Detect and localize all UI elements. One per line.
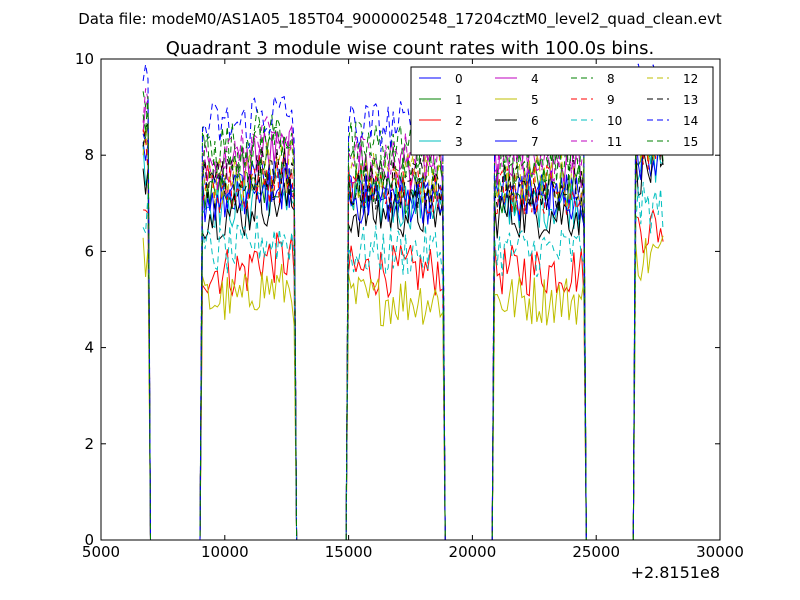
legend-label-11: 11 [607, 135, 622, 149]
figure-suptitle: Data file: modeM0/AS1A05_185T04_90000025… [78, 10, 722, 29]
legend-label-10: 10 [607, 114, 622, 128]
legend-label-14: 14 [683, 114, 698, 128]
series-line-9 [142, 119, 664, 541]
series-line-10 [142, 181, 664, 541]
x-tick-label: 30000 [696, 543, 744, 561]
x-axis-offset-label: +2.8151e8 [631, 563, 720, 582]
legend-label-1: 1 [455, 93, 463, 107]
legend-label-12: 12 [683, 72, 698, 86]
series-line-11 [142, 88, 664, 541]
x-tick-label: 25000 [572, 543, 620, 561]
legend-label-3: 3 [455, 135, 463, 149]
series-lines [142, 63, 664, 541]
legend-label-7: 7 [531, 135, 539, 149]
y-tick-label: 6 [84, 242, 94, 260]
series-line-5 [142, 235, 664, 541]
legend-label-4: 4 [531, 72, 539, 86]
x-tick-label: 15000 [325, 543, 373, 561]
x-tick-label: 10000 [201, 543, 249, 561]
y-tick-label: 10 [75, 50, 94, 68]
series-line-15 [142, 90, 664, 541]
legend-label-9: 9 [607, 93, 615, 107]
x-tick-label: 20000 [449, 543, 497, 561]
chart-title: Quadrant 3 module wise count rates with … [166, 38, 655, 59]
y-tick-label: 0 [84, 531, 94, 549]
legend-label-8: 8 [607, 72, 615, 86]
legend-box [410, 66, 714, 156]
legend-label-13: 13 [683, 93, 698, 107]
y-tick-label: 8 [84, 146, 94, 164]
series-line-2 [143, 208, 664, 541]
legend-label-6: 6 [531, 114, 539, 128]
legend-label-2: 2 [455, 114, 463, 128]
y-tick-label: 4 [84, 339, 94, 357]
legend-label-15: 15 [683, 135, 698, 149]
series-line-6 [142, 143, 664, 541]
y-tick-label: 2 [84, 435, 94, 453]
plot-frame [100, 58, 721, 541]
series-line-13 [142, 115, 664, 541]
legend-label-0: 0 [455, 72, 463, 86]
series-line-12 [142, 116, 664, 541]
x-tick-label: 5000 [82, 543, 120, 561]
legend-label-5: 5 [531, 93, 539, 107]
series-line-3 [142, 134, 664, 541]
